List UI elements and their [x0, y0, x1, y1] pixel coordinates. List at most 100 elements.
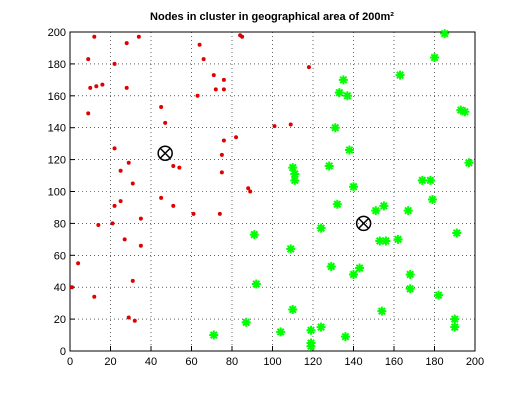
- node: [100, 82, 105, 87]
- point: [450, 322, 460, 332]
- point: [379, 201, 389, 211]
- point: [171, 203, 176, 208]
- point: [326, 261, 336, 271]
- point: [306, 325, 316, 335]
- node: [112, 61, 117, 66]
- y-tick-label: 200: [48, 27, 66, 39]
- point: [464, 158, 474, 168]
- x-tick-label: 200: [466, 356, 484, 368]
- x-tick-label: 120: [304, 356, 322, 368]
- point: [240, 34, 245, 39]
- node: [349, 182, 358, 192]
- centroid: [159, 147, 171, 159]
- node: [241, 317, 251, 327]
- y-tick-label: 40: [54, 282, 66, 294]
- node: [460, 107, 470, 117]
- point: [434, 290, 444, 300]
- node: [191, 211, 196, 216]
- node: [136, 34, 141, 39]
- point: [405, 284, 415, 294]
- point: [112, 61, 117, 66]
- node: [70, 285, 75, 290]
- point: [342, 91, 352, 101]
- node: [290, 175, 300, 185]
- point: [221, 77, 226, 82]
- point: [395, 70, 405, 80]
- point: [100, 82, 105, 87]
- node: [213, 87, 218, 92]
- node: [159, 104, 164, 109]
- node: [234, 135, 239, 140]
- node: [324, 161, 334, 171]
- node: [330, 123, 340, 133]
- node: [92, 294, 97, 299]
- point: [112, 146, 117, 151]
- point: [344, 145, 354, 155]
- plot-area: [70, 32, 475, 351]
- node: [427, 194, 437, 204]
- point: [122, 237, 127, 242]
- y-tick-label: 0: [60, 346, 66, 358]
- node: [377, 306, 387, 316]
- node: [88, 85, 93, 90]
- point: [86, 57, 91, 62]
- node: [379, 201, 389, 211]
- node: [286, 244, 296, 254]
- node: [122, 237, 127, 242]
- point: [221, 87, 226, 92]
- point: [118, 199, 123, 204]
- point: [241, 317, 251, 327]
- node: [246, 186, 251, 191]
- point: [124, 41, 129, 46]
- node: [251, 279, 261, 289]
- node: [338, 75, 348, 85]
- point: [276, 327, 286, 337]
- point: [290, 169, 300, 179]
- y-tick-label: 60: [54, 250, 66, 262]
- node: [86, 57, 91, 62]
- node: [375, 236, 385, 246]
- node: [177, 165, 182, 170]
- y-tick-label: 160: [48, 91, 66, 103]
- node: [86, 111, 91, 116]
- point: [460, 107, 470, 117]
- node: [425, 175, 435, 185]
- node: [405, 284, 415, 294]
- point: [217, 211, 222, 216]
- node: [456, 105, 466, 115]
- point: [381, 236, 391, 246]
- point: [405, 269, 415, 279]
- node: [306, 325, 316, 335]
- point: [306, 341, 316, 351]
- x-tick-label: 0: [67, 356, 73, 368]
- node: [221, 87, 226, 92]
- node: [126, 160, 131, 165]
- point: [92, 294, 97, 299]
- node: [171, 163, 176, 168]
- node: [452, 228, 462, 238]
- node: [201, 57, 206, 62]
- point: [86, 111, 91, 116]
- node: [130, 181, 135, 186]
- point: [70, 285, 75, 290]
- node: [306, 65, 311, 70]
- node: [344, 145, 354, 155]
- point: [124, 85, 129, 90]
- node: [197, 42, 202, 47]
- node: [249, 230, 259, 240]
- node: [276, 327, 286, 337]
- node: [316, 322, 326, 332]
- point: [417, 175, 427, 185]
- point: [330, 123, 340, 133]
- point: [76, 261, 81, 266]
- point: [132, 318, 137, 323]
- node: [112, 203, 117, 208]
- point: [324, 161, 334, 171]
- point: [159, 195, 164, 200]
- point: [96, 222, 101, 227]
- node: [209, 330, 219, 340]
- node: [110, 221, 115, 226]
- point: [177, 165, 182, 170]
- point: [126, 160, 131, 165]
- point: [316, 223, 326, 233]
